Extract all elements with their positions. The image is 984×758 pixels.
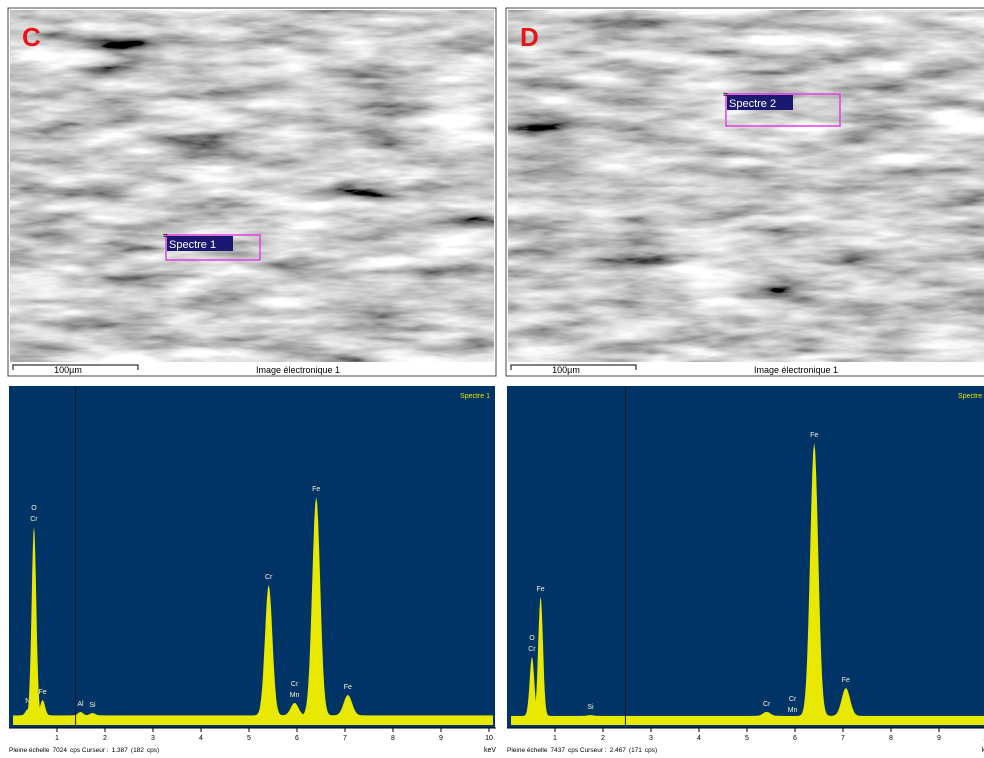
scale-bar	[12, 364, 139, 370]
continuum	[13, 715, 493, 725]
x-tick-label: 10	[485, 735, 493, 742]
x-tick-label: 6	[295, 735, 299, 742]
spectrum-tag-bg	[167, 236, 233, 251]
peak	[24, 526, 44, 725]
x-tick-label: 4	[697, 735, 701, 742]
footer-part: 7437	[550, 747, 565, 754]
x-tick-label: 2	[601, 735, 605, 742]
peak-label: O	[529, 635, 535, 642]
peak-label: Si	[587, 704, 594, 711]
spectrum-bg	[9, 386, 495, 728]
x-tick-label: 5	[745, 735, 749, 742]
peak	[531, 597, 550, 725]
footer: Pleine échelle 7437 cps Curseur :2.467 (171…	[507, 747, 657, 754]
peak-label: O	[31, 505, 37, 512]
sem-image	[508, 10, 984, 362]
x-tick-label: 3	[151, 735, 155, 742]
footer-part: 2.467	[610, 747, 627, 754]
peak-label: Fe	[39, 689, 47, 696]
footer-part: 171	[631, 747, 642, 754]
scale-bar-label: 100µm	[552, 365, 580, 375]
panel-letter: D	[520, 22, 539, 52]
peak-label: Cr	[30, 516, 38, 523]
footer-part: Pleine échelle	[9, 747, 50, 754]
x-tick-label: 8	[391, 735, 395, 742]
footer: Pleine échelle 7024 cps Curseur :1.387 (182…	[9, 747, 159, 754]
x-tick-label: 1	[55, 735, 59, 742]
peak-label: Cr	[789, 696, 797, 703]
peak-label: Fe	[842, 677, 850, 684]
peak	[253, 584, 284, 725]
x-tick-label: 8	[889, 735, 893, 742]
peak-label: Mn	[788, 707, 798, 714]
x-tick-label: 6	[793, 735, 797, 742]
footer-part: (	[131, 747, 134, 754]
panel-letter: C	[22, 22, 41, 52]
footer-part: 7024	[52, 747, 67, 754]
peak-label: Cr	[291, 681, 299, 688]
peak-label: Al	[77, 701, 84, 708]
x-tick-label: 9	[937, 735, 941, 742]
scale-bar	[510, 364, 637, 370]
peak	[81, 713, 104, 725]
peak-label: Fe	[312, 486, 320, 493]
spectrum-tag-bg	[727, 95, 793, 110]
x-tick-label: 7	[343, 735, 347, 742]
peak-label: Cr	[528, 646, 536, 653]
image-caption: Image électronique 1	[256, 365, 340, 375]
footer-part: cps)	[147, 747, 159, 754]
x-unit: keV	[982, 747, 984, 754]
x-tick-label: 9	[439, 735, 443, 742]
peak-label: Cr	[763, 701, 771, 708]
footer-part: cps Curseur :	[70, 747, 109, 754]
peak	[829, 688, 863, 725]
x-tick-label: 2	[103, 735, 107, 742]
footer-part: Pleine échelle	[507, 747, 548, 754]
spectrum-tag: Spectre 2	[729, 98, 776, 110]
sem-image	[10, 10, 494, 362]
peak	[300, 497, 333, 725]
footer-part: cps)	[645, 747, 657, 754]
scale-bar-label: 100µm	[54, 365, 82, 375]
peak-label: N	[25, 698, 30, 705]
spectrum-tag: Spectre 1	[169, 239, 216, 251]
peak-label: Fe	[537, 586, 545, 593]
continuum	[511, 715, 984, 725]
spectrum-box	[725, 93, 841, 127]
cross: ⌗	[723, 90, 728, 99]
peak-label: Fe	[344, 684, 352, 691]
peak-label: Si	[89, 702, 96, 709]
cross: ⌗	[163, 231, 168, 240]
x-tick-label: 7	[841, 735, 845, 742]
spectrum-box	[165, 234, 261, 261]
image-caption: Image électronique 1	[754, 365, 838, 375]
x-tick-label: 5	[247, 735, 251, 742]
spectrum-name: Spectre 1	[460, 393, 490, 400]
peak	[751, 711, 782, 725]
peak	[331, 695, 365, 725]
peak	[579, 715, 602, 725]
footer-part: (	[629, 747, 632, 754]
x-tick-label: 1	[553, 735, 557, 742]
x-tick-label: 4	[199, 735, 203, 742]
spectrum-name: Spectre 2	[958, 393, 984, 400]
caption-bar	[10, 362, 494, 375]
x-tick-label: 3	[649, 735, 653, 742]
peak-label: Mn	[290, 692, 300, 699]
footer-part: 182	[133, 747, 144, 754]
footer-part: 1.387	[112, 747, 129, 754]
peak	[798, 442, 831, 725]
footer-part: cps Curseur :	[568, 747, 607, 754]
peak-label: Fe	[810, 432, 818, 439]
peak-label: Cr	[265, 574, 273, 581]
peak	[33, 700, 52, 725]
x-unit: keV	[484, 747, 496, 754]
spectrum-bg	[507, 386, 984, 728]
